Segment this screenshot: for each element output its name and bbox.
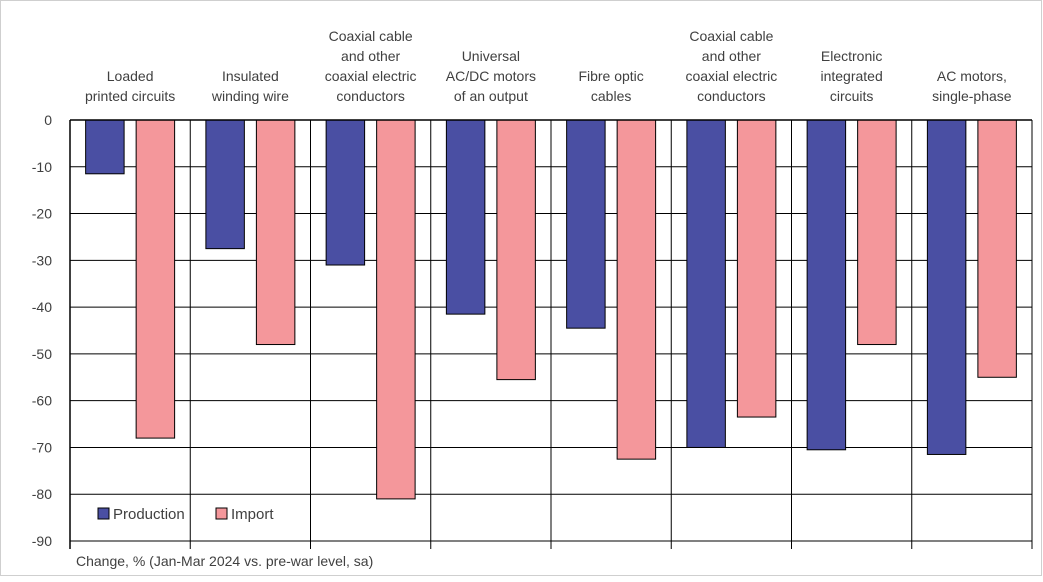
bar-import [496,119,536,381]
y-tick-label: -40 [32,299,52,315]
y-tick-label: -30 [32,252,52,268]
legend-label-production: Production [113,506,185,523]
legend-label-import: Import [231,506,274,523]
bar-production [926,119,967,455]
y-tick-label: -90 [32,533,52,549]
y-tick-label: -70 [32,439,52,455]
bar-production [85,119,125,175]
category-label: Fibre optic cables [578,68,643,104]
legend-swatch-production [97,507,110,520]
bar-production [445,119,486,315]
category-label: Electronic integrated circuits [820,48,882,104]
bar-import [977,119,1017,378]
category-label: Coaxial cable and other coaxial electric co… [685,28,777,104]
bar-production [205,119,245,250]
y-tick-label: -20 [32,206,52,222]
y-tick-label: -50 [32,346,52,362]
bar-production [566,119,606,329]
chart-note: Change, % (Jan-Mar 2024 vs. pre-war leve… [76,553,373,569]
category-label: Loaded printed circuits [85,68,175,104]
y-tick-label: -80 [32,486,52,502]
bar-import [255,119,296,346]
bar-import [135,119,176,439]
bar-import [857,119,897,346]
bar-production [686,119,726,448]
legend-swatch-import [215,507,228,520]
y-tick-label: 0 [44,112,52,128]
y-tick-label: -10 [32,159,52,175]
y-tick-label: -60 [32,393,52,409]
bar-production [325,119,366,266]
category-label: AC motors, single-phase [932,68,1012,104]
category-label: Universal AC/DC motors of an output [446,48,536,104]
bar-import [616,119,657,460]
category-label: Coaxial cable and other coaxial electric co… [325,28,417,104]
bar-import [736,119,777,418]
category-label: Insulated winding wire [211,68,289,104]
bar-import [376,119,416,500]
bar-production [806,119,847,451]
